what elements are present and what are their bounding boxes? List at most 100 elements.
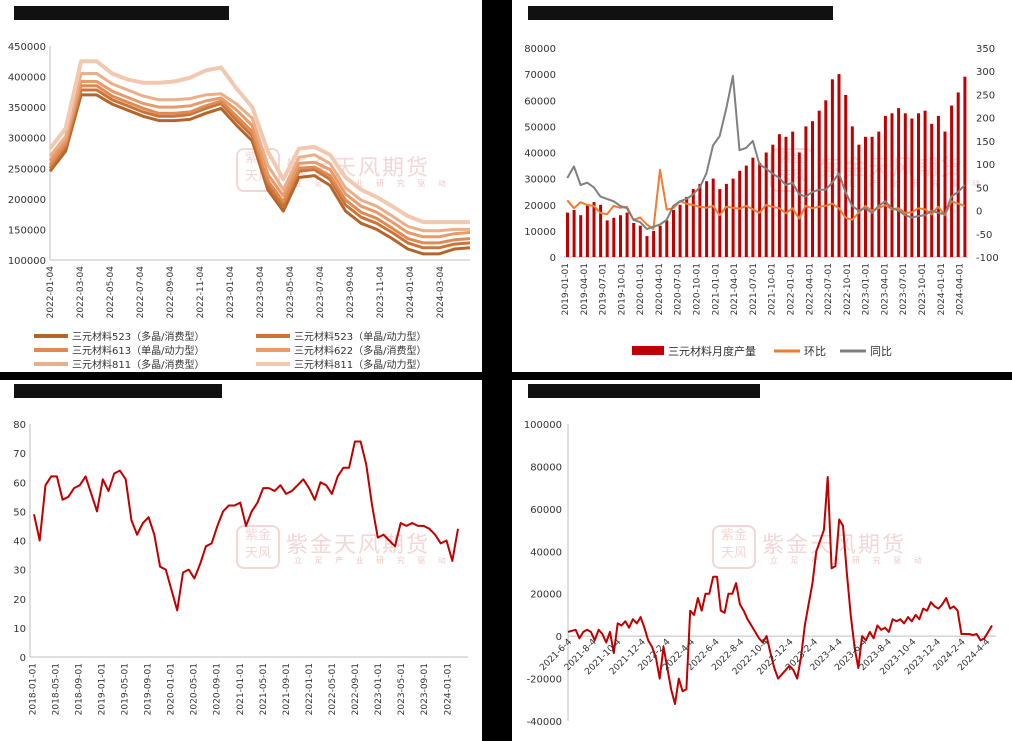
legend-label: 三元材料月度产量 bbox=[668, 344, 756, 358]
legend-label: 三元材料622（多晶/消费型） bbox=[294, 344, 426, 357]
y-tick-label: 70000 bbox=[524, 70, 556, 81]
bar bbox=[857, 144, 861, 257]
bar bbox=[850, 126, 854, 258]
y-tick-label: 400000 bbox=[8, 73, 46, 84]
x-tick-label: 2023-09-01 bbox=[420, 663, 430, 715]
x-tick-label: 2024-04-01 bbox=[956, 263, 966, 315]
y-tick-label: 50 bbox=[13, 507, 26, 518]
chart-ternary-price: 100000 150000 200000 250000 300000 350000 4000… bbox=[8, 42, 471, 371]
legend-swatch bbox=[632, 346, 664, 355]
bar bbox=[824, 100, 828, 258]
x-tick-label: 2023-01-01 bbox=[374, 663, 384, 715]
bar bbox=[566, 212, 569, 257]
x-tick-label: 2023-05-01 bbox=[397, 663, 407, 715]
x-tick-label: 2021-09-01 bbox=[282, 663, 292, 715]
series-line bbox=[48, 84, 471, 245]
y2-tick-label: -100 bbox=[976, 253, 999, 264]
y-tick-label: -20000 bbox=[527, 675, 562, 686]
x-tick-label: 2022-05-04 bbox=[106, 266, 116, 319]
bar bbox=[864, 136, 867, 257]
x-tick-label: 2022-01-01 bbox=[305, 663, 315, 715]
bar bbox=[791, 131, 795, 257]
y2-tick-label: 0 bbox=[976, 207, 982, 218]
bar bbox=[956, 92, 960, 258]
bar bbox=[910, 118, 914, 257]
bar bbox=[936, 115, 940, 258]
x-tick-label: 2022-04-01 bbox=[805, 263, 815, 315]
bar bbox=[572, 210, 576, 257]
y2-tick-label: 350 bbox=[976, 44, 995, 55]
y-tick-label: 60000 bbox=[524, 96, 556, 107]
x-tick-label: 2023-05-04 bbox=[286, 266, 296, 319]
x-tick-label: 2019-01-01 bbox=[561, 263, 571, 315]
x-tick-label: 2021-05-01 bbox=[259, 663, 269, 715]
x-tick-label: 2023-11-04 bbox=[376, 266, 386, 319]
x-tick-label: 2020-01-01 bbox=[167, 663, 177, 715]
y-tick-label: -40000 bbox=[527, 717, 562, 728]
x-tick-label: 2020-10-01 bbox=[693, 263, 703, 315]
x-tick-label: 2020-05-01 bbox=[190, 663, 200, 715]
x-tick-label: 2019-04-01 bbox=[580, 263, 590, 315]
x-tick-label: 2021-01-01 bbox=[711, 263, 721, 315]
y-tick-label: 80000 bbox=[524, 44, 556, 55]
panel-ternary-output: 紫金天风 紫金天风期货 立 足 产 业 研 究 驱 动 010000200003… bbox=[512, 0, 1012, 372]
y-tick-label: 60000 bbox=[530, 505, 562, 516]
bar bbox=[758, 162, 762, 257]
bar bbox=[718, 189, 722, 257]
x-tick-label: 2019-07-01 bbox=[599, 263, 609, 315]
x-tick-label: 2020-01-01 bbox=[636, 263, 646, 315]
x-tick-label: 2020-09-01 bbox=[213, 663, 223, 715]
y2-tick-label: 100 bbox=[976, 160, 995, 171]
bar bbox=[923, 110, 927, 257]
y2-tick-label: 250 bbox=[976, 90, 995, 101]
x-tick-label: 2023-01-01 bbox=[862, 263, 872, 315]
x-tick-label: 2023-04-01 bbox=[880, 263, 890, 315]
series-line bbox=[48, 72, 470, 233]
bar bbox=[685, 196, 689, 257]
chart-operating-rate: 0 10 20 30 40 50 60 70 80 2018-01-01 2018-05-01 201… bbox=[13, 420, 468, 715]
chart-ternary-output: 0 10000 20000 30000 40000 50000 60000 70000 8000… bbox=[524, 44, 999, 358]
y-tick-label: 100000 bbox=[524, 420, 562, 431]
bar bbox=[672, 210, 675, 257]
y-tick-label: 300000 bbox=[8, 134, 46, 145]
y-tick-label: 10000 bbox=[524, 227, 556, 238]
x-tick-label: 2022-11-04 bbox=[196, 266, 206, 319]
x-tick-label: 2024-01-04 bbox=[406, 266, 416, 319]
bar bbox=[619, 215, 622, 257]
legend-label: 三元材料523（单晶/动力型） bbox=[294, 330, 426, 343]
y-tick-label: 350000 bbox=[8, 103, 46, 114]
y-tick-label: 0 bbox=[20, 653, 26, 664]
x-tick-label: 2022-10-01 bbox=[843, 263, 853, 315]
legend-label: 环比 bbox=[804, 345, 826, 358]
bar bbox=[804, 126, 808, 258]
bar bbox=[943, 131, 947, 257]
bar bbox=[930, 123, 934, 257]
x-tick-label: 2022-07-04 bbox=[136, 266, 146, 319]
x-tick-label: 2022-07-01 bbox=[824, 263, 834, 315]
x-tick-label: 2021-01-01 bbox=[236, 663, 246, 715]
y-tick-label: 70 bbox=[13, 449, 26, 460]
legend-label: 三元材料613（单晶/动力型） bbox=[72, 344, 204, 357]
y-tick-label: 40000 bbox=[530, 547, 562, 558]
y-tick-label: 10 bbox=[13, 624, 26, 635]
panel-inventory-change: 紫金 天风 紫金天风期货 立 足 产 业 研 究 驱 动 -40000 -20000… bbox=[512, 380, 1012, 741]
x-tick-label: 2022-03-04 bbox=[76, 266, 86, 319]
legend-label: 三元材料523（多晶/消费型） bbox=[72, 330, 204, 343]
bar bbox=[612, 217, 616, 257]
bar bbox=[777, 134, 781, 257]
bar bbox=[738, 170, 742, 257]
panel-title-bar bbox=[14, 384, 222, 398]
y2-tick-label: 150 bbox=[976, 137, 995, 148]
series-line bbox=[48, 59, 470, 225]
x-tick-label: 2021-10-01 bbox=[768, 263, 778, 315]
bar bbox=[811, 121, 814, 257]
y-tick-label: 30000 bbox=[524, 175, 556, 186]
bar bbox=[599, 204, 603, 258]
y-tick-label: 0 bbox=[556, 632, 562, 643]
bar bbox=[691, 189, 695, 257]
y-tick-label: 40000 bbox=[524, 149, 556, 160]
bar bbox=[665, 220, 669, 257]
y2-tick-label: -50 bbox=[976, 230, 992, 241]
x-tick-label: 2024-03-04 bbox=[436, 266, 446, 319]
bar bbox=[917, 113, 920, 257]
